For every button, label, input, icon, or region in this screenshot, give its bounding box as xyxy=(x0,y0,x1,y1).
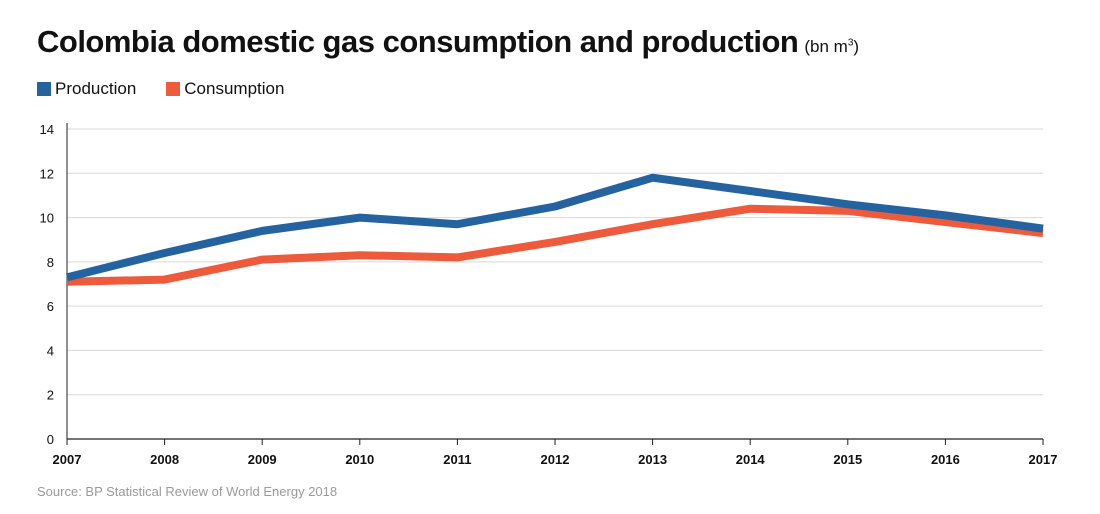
unit-superscript: 3 xyxy=(847,37,854,49)
x-tick-label-2008: 2008 xyxy=(150,452,179,467)
x-tick-label-2017: 2017 xyxy=(1029,452,1058,467)
chart-title: Colombia domestic gas consumption and pr… xyxy=(37,24,799,59)
legend-item-consumption: Consumption xyxy=(166,79,284,99)
x-tick-label-2016: 2016 xyxy=(931,452,960,467)
unit-suffix: ) xyxy=(853,37,860,56)
series-line-production xyxy=(66,173,1044,282)
y-tick-label-2: 2 xyxy=(47,388,54,403)
x-tick-label-2013: 2013 xyxy=(638,452,667,467)
x-tick-label-2014: 2014 xyxy=(736,452,766,467)
source-note: Source: BP Statistical Review of World E… xyxy=(37,484,338,499)
y-tick-label-12: 12 xyxy=(40,166,54,181)
y-tick-label-8: 8 xyxy=(47,255,54,270)
x-tick-label-2011: 2011 xyxy=(443,452,471,467)
y-tick-label-0: 0 xyxy=(47,432,54,447)
x-tick-label-2009: 2009 xyxy=(248,452,277,467)
legend-label-consumption: Consumption xyxy=(184,79,285,98)
chart-legend: Production Consumption xyxy=(37,79,314,99)
y-tick-label-14: 14 xyxy=(40,122,54,137)
x-tick-label-2015: 2015 xyxy=(833,452,862,467)
y-tick-label-4: 4 xyxy=(47,343,54,358)
legend-item-production: Production xyxy=(37,79,136,99)
series-line-consumption xyxy=(66,204,1044,286)
legend-swatch-production xyxy=(37,82,51,96)
chart-unit: (bn m3) xyxy=(804,37,859,56)
chart-title-row: Colombia domestic gas consumption and pr… xyxy=(37,24,859,60)
x-tick-label-2012: 2012 xyxy=(541,452,570,467)
x-tick-label-2007: 2007 xyxy=(53,452,82,467)
legend-swatch-consumption xyxy=(166,82,181,96)
unit-prefix: (bn m xyxy=(804,37,848,56)
x-tick-label-2010: 2010 xyxy=(345,452,374,467)
y-tick-label-10: 10 xyxy=(40,211,54,226)
y-tick-label-6: 6 xyxy=(47,299,54,314)
legend-label-production: Production xyxy=(55,79,137,98)
